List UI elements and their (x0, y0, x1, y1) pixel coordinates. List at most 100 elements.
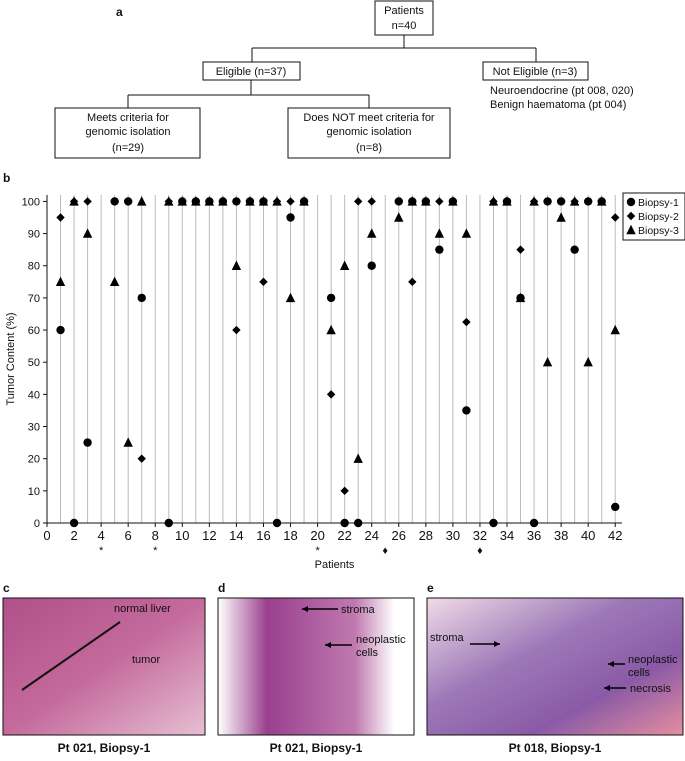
y-tick-label: 40 (28, 389, 40, 401)
x-tick-label: 0 (43, 528, 50, 543)
point (556, 212, 566, 222)
annotation: cells (628, 667, 651, 679)
point (434, 228, 445, 238)
caption: Pt 021, Biopsy-1 (58, 741, 151, 755)
legend-marker (626, 211, 636, 221)
arrowhead (302, 606, 331, 648)
point (299, 196, 309, 206)
x-tick-label: 38 (554, 528, 568, 543)
y-tick-label: 50 (28, 357, 40, 369)
point (326, 293, 336, 303)
point (529, 196, 539, 206)
x-tick-label: 32 (473, 528, 487, 543)
annotation: neoplastic (628, 654, 678, 666)
y-tick-label: 70 (28, 293, 40, 305)
x-tick-label: 42 (608, 528, 622, 543)
point (394, 212, 404, 222)
x-tick-label: 10 (175, 528, 189, 543)
node-text: Meets criteria for (87, 112, 169, 124)
point (583, 197, 593, 206)
x-tick-label: 16 (256, 528, 270, 543)
point (191, 196, 201, 206)
point (69, 196, 79, 206)
point (353, 197, 363, 206)
point (55, 276, 66, 287)
panel-label: e (427, 581, 434, 595)
point (340, 486, 349, 496)
point (340, 518, 349, 528)
y-tick-label: 80 (28, 261, 40, 273)
point (245, 196, 255, 206)
point (232, 325, 241, 335)
panel-label: a (116, 5, 123, 19)
legend-label: Biopsy-3 (638, 225, 679, 237)
node-text: Not Eligible (n=3) (493, 66, 578, 78)
node-text: n=40 (392, 20, 417, 32)
connector (127, 80, 370, 108)
node-box (54, 107, 201, 159)
point (516, 245, 525, 254)
point (177, 196, 187, 206)
y-tick-label: 0 (34, 518, 40, 530)
x-tick-label: 20 (310, 528, 324, 543)
node-text: genomic isolation (327, 126, 412, 138)
annotation: * (315, 545, 320, 557)
point (164, 518, 173, 528)
point (83, 438, 92, 447)
panel-label: c (3, 581, 10, 595)
point (407, 196, 417, 206)
panel-label: b (3, 171, 10, 185)
point (258, 196, 269, 206)
legend-marker (626, 224, 636, 235)
node-text: Does NOT meet criteria for (303, 112, 435, 124)
node-text: (n=8) (356, 142, 382, 154)
flowchart: Patients n=40 Eligible (n=37) Not Eligib… (54, 0, 634, 159)
caption: Pt 021, Biopsy-1 (270, 741, 363, 755)
x-tick-label: 22 (337, 528, 351, 543)
point (204, 196, 215, 206)
point (232, 197, 241, 206)
node-box (287, 107, 451, 159)
point (353, 453, 363, 463)
annotation: stroma (430, 632, 465, 644)
annotation: normal liver (114, 603, 171, 615)
y-axis-label: Tumor Content (%) (5, 312, 17, 405)
point (109, 276, 120, 287)
y-tick-label: 60 (28, 325, 40, 337)
point (286, 197, 295, 206)
y-tick-label: 100 (22, 196, 40, 208)
note: Neuroendocrine (pt 008, 020) (490, 85, 634, 97)
y-tick-label: 20 (28, 454, 40, 466)
point (164, 196, 174, 206)
point (515, 292, 526, 303)
point (583, 357, 593, 367)
point (137, 454, 146, 463)
point (259, 277, 268, 287)
node-text: Eligible (n=37) (216, 66, 287, 78)
node-text: genomic isolation (86, 126, 171, 138)
point (462, 317, 471, 327)
point (286, 213, 295, 222)
boundary-line (21, 621, 121, 691)
x-tick-label: 40 (581, 528, 595, 543)
point (542, 357, 553, 367)
note: Benign haematoma (pt 004) (490, 99, 626, 111)
point (56, 325, 65, 335)
legend-marker (626, 197, 636, 207)
x-axis-label: Patients (315, 559, 355, 571)
point (421, 196, 431, 206)
x-tick-label: 24 (364, 528, 378, 543)
point (611, 213, 620, 222)
image-panel: d stroma neoplastic cells Pt 021, Biopsy… (217, 581, 415, 755)
annotation: * (99, 545, 104, 557)
point (110, 197, 119, 206)
point (231, 260, 242, 270)
point (610, 324, 620, 335)
annotation: * (153, 545, 158, 557)
point (570, 245, 579, 254)
x-tick-label: 18 (283, 528, 297, 543)
x-tick-label: 28 (419, 528, 433, 543)
point (435, 197, 444, 206)
